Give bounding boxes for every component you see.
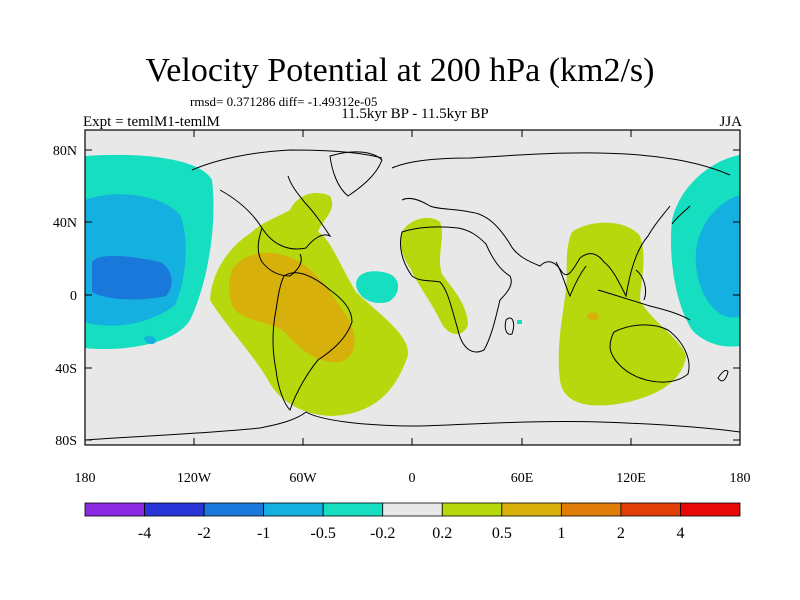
lon-label-120w: 120W — [177, 471, 212, 486]
experiment-label: Expt = temlM1-temlM — [83, 114, 220, 130]
contour-negative-tiny-patch — [517, 320, 522, 324]
colorbar-swatch-1 — [144, 502, 205, 517]
coastline-australia — [609, 324, 690, 383]
colorbar-label: -0.5 — [311, 525, 336, 542]
contour-fills — [85, 149, 740, 441]
lon-label-60w: 60W — [289, 471, 317, 486]
colorbar-labels: -4 -2 -1 -0.5 -0.2 0.2 0.5 1 2 4 — [138, 525, 685, 542]
map-title: Velocity Potential at 200 hPa (km2/s) — [145, 52, 655, 89]
lat-label-40n: 40N — [53, 216, 77, 231]
lat-label-80n: 80N — [53, 144, 77, 159]
contour-positive-0.5-americas — [229, 252, 355, 363]
colorbar-swatch-5 — [382, 502, 443, 517]
colorbar-label: -1 — [257, 525, 270, 542]
lat-label-80s: 80S — [55, 434, 77, 449]
colorbar-swatch-4 — [322, 502, 384, 517]
colorbar-swatch-2 — [203, 502, 265, 517]
contour-negative-0.2-atlantic — [356, 271, 399, 304]
colorbar-label: 0.2 — [432, 525, 452, 542]
coastline-greenland — [329, 151, 383, 197]
lon-ticks — [84, 130, 741, 445]
lat-label-40s: 40S — [55, 362, 77, 377]
colorbar-label: 1 — [557, 525, 565, 542]
contour-positive-0.2-indian-ocean — [558, 222, 686, 406]
coastline-antarctica — [85, 411, 740, 441]
coastline-gulf-central-america — [257, 227, 302, 277]
colorbar-swatch-9 — [620, 502, 681, 517]
lon-label-120e: 120E — [616, 471, 646, 486]
colorbar — [84, 502, 741, 517]
contour-negative-0.5-west-pacific — [695, 195, 740, 318]
colorbar-swatch-7 — [501, 502, 562, 517]
season-label: JJA — [719, 114, 742, 130]
lon-label-60e: 60E — [511, 471, 534, 486]
map-subtitle: 11.5kyr BP - 11.5kyr BP — [341, 106, 489, 122]
colorbar-swatch-6 — [441, 502, 503, 517]
rmsd-diff-stats: rmsd= 0.371286 diff= -1.49312e-05 — [190, 94, 378, 109]
contour-negative-1-east-pacific — [92, 255, 172, 300]
coastline-europe-asia — [391, 152, 731, 298]
lat-label-0: 0 — [70, 289, 77, 304]
contour-negative-small-patch — [144, 335, 156, 345]
colorbar-label: -4 — [138, 525, 151, 542]
colorbar-swatch-0 — [84, 502, 145, 517]
colorbar-label: 2 — [617, 525, 625, 542]
colorbar-swatch-8 — [560, 502, 622, 517]
coastline-india — [555, 261, 587, 298]
coastline-africa — [399, 226, 512, 353]
coastlines — [85, 149, 740, 441]
colorbar-label: -0.2 — [370, 525, 395, 542]
colorbar-label: 4 — [676, 525, 684, 542]
contour-positive-0.5-indian-ocean — [587, 312, 599, 321]
coastline-se-asia-indonesia — [597, 269, 691, 321]
coastline-japan — [671, 205, 691, 225]
coastline-south-america — [272, 272, 353, 411]
lon-label-0: 0 — [409, 471, 416, 486]
lat-ticks — [85, 149, 740, 441]
colorbar-label: 0.5 — [492, 525, 512, 542]
coastline-north-america — [191, 149, 383, 250]
lon-label-180-east: 180 — [730, 471, 751, 486]
colorbar-swatch-3 — [263, 502, 324, 517]
coastline-madagascar — [504, 317, 515, 335]
lon-label-180-west: 180 — [75, 471, 96, 486]
colorbar-swatch-10 — [680, 502, 741, 517]
coastline-new-zealand — [717, 369, 729, 382]
colorbar-label: -2 — [197, 525, 210, 542]
